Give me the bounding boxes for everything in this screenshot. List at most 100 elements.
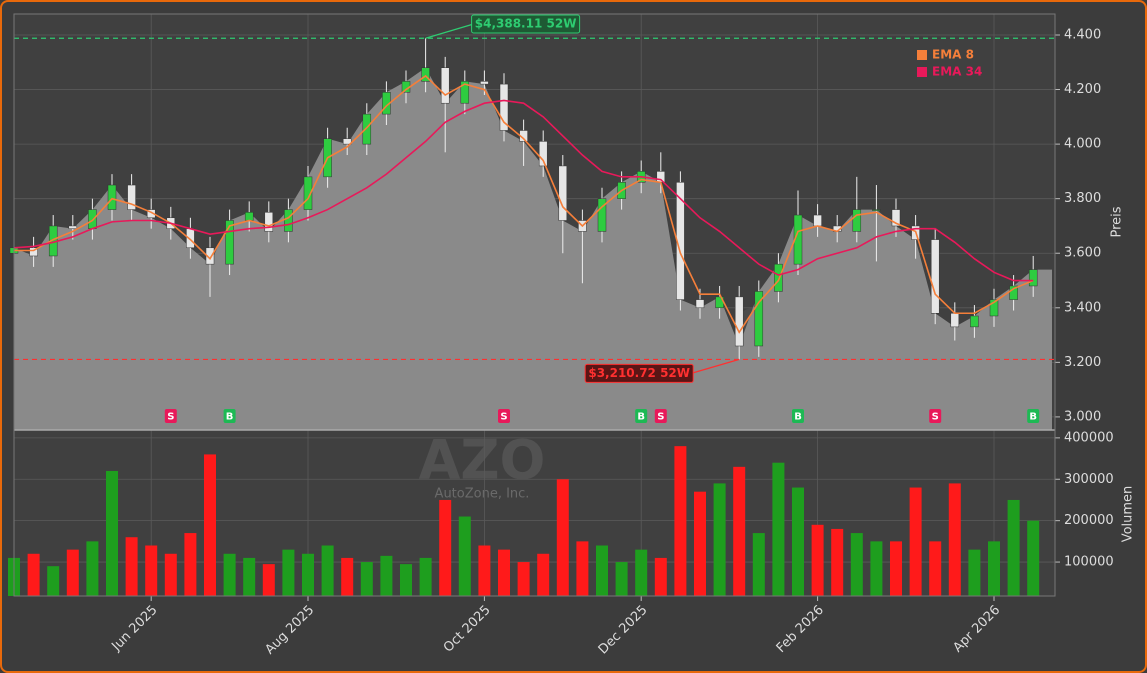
y-tick-label: 3.200 (1064, 355, 1101, 370)
candle-body (558, 165, 568, 221)
candle-body (303, 176, 313, 210)
y-tick-label: 3.600 (1064, 246, 1101, 261)
volume-bar (400, 564, 412, 596)
signal-label: S (657, 412, 664, 423)
volume-bar (1027, 520, 1040, 596)
volume-bar (184, 533, 197, 596)
volume-bar (66, 549, 79, 596)
volume-bar (1007, 499, 1020, 596)
annotation-label: $3,210.72 52W (588, 366, 690, 380)
candle-body (597, 198, 607, 232)
x-tick-label: Aug 2025 (262, 603, 317, 658)
volume-bar (890, 541, 902, 596)
candle-body (205, 247, 215, 265)
volume-bar (654, 557, 667, 596)
candle-body (499, 83, 509, 131)
volume-bar (733, 466, 746, 596)
candle-body (264, 212, 274, 232)
annotation-box (584, 363, 694, 383)
volume-bar (86, 541, 99, 596)
candle-body (225, 220, 234, 265)
candle-body (1009, 285, 1018, 300)
volume-bar (615, 562, 628, 596)
volume-bar (321, 545, 334, 596)
candle-body (421, 67, 430, 82)
candle-body (460, 81, 470, 104)
volume-bar (458, 516, 471, 596)
signal-label: S (932, 412, 939, 423)
signal-label: S (167, 412, 174, 423)
volume-bar (478, 545, 491, 596)
volume-bar (929, 541, 942, 596)
candle-body (872, 209, 881, 211)
signal-box (635, 409, 648, 423)
volume-bar (909, 487, 922, 596)
candle-body (284, 209, 293, 232)
volume-bar (360, 562, 373, 596)
volume-bar (282, 549, 295, 596)
y-tick-label: 3.000 (1064, 409, 1101, 424)
volume-bar (517, 562, 530, 596)
volume-bar (243, 557, 256, 596)
plot-border (13, 13, 1056, 597)
chart-subtitle: AutoZone, Inc. (435, 487, 530, 502)
annotation-arrow (691, 358, 740, 375)
candle-body (127, 184, 136, 210)
volume-bar (556, 479, 569, 596)
signal-box (929, 409, 942, 423)
signal-box (792, 409, 804, 423)
y-tick-label: 4.200 (1064, 82, 1101, 97)
volume-bar (223, 553, 236, 596)
x-tick-label: Feb 2026 (774, 603, 827, 656)
candle-body (29, 247, 38, 257)
ema-line (13, 99, 1034, 282)
candle-body (538, 141, 548, 167)
signal-label: B (226, 412, 234, 423)
y-axis-label: Preis (1110, 206, 1125, 237)
volume-tick-label: 200000 (1064, 513, 1114, 528)
candle-body (88, 209, 97, 229)
candle-body (930, 239, 940, 314)
signal-box (654, 409, 667, 423)
x-tick-label: Oct 2025 (441, 603, 494, 656)
candle-body (852, 209, 862, 232)
volume-bar (27, 553, 40, 596)
candle-body (774, 263, 783, 292)
legend-swatch (917, 50, 927, 60)
volume-bar (498, 549, 510, 596)
candle-body (342, 138, 352, 145)
volume-bar (752, 533, 765, 596)
volume-bar (596, 545, 608, 596)
signal-label: S (500, 412, 507, 423)
volume-bar (870, 541, 883, 596)
volume-bar (106, 470, 118, 596)
price-area (14, 67, 1052, 430)
volume-bar (831, 528, 844, 596)
candle-body (950, 312, 960, 328)
volume-bar (341, 557, 354, 596)
volume-bar (811, 524, 824, 596)
y-tick-label: 4.000 (1064, 137, 1101, 152)
candle-body (695, 299, 705, 309)
candle-body (244, 212, 254, 221)
volume-bar (204, 454, 216, 596)
volume-bar (850, 533, 863, 596)
volume-bar (439, 499, 452, 596)
annotation-arrow (425, 23, 474, 39)
signal-box (164, 409, 177, 423)
volume-tick-label: 400000 (1064, 430, 1114, 445)
legend-label: EMA 34 (932, 65, 982, 79)
volume-bar (419, 557, 432, 596)
candle-body (1028, 269, 1038, 287)
volume-bar (164, 553, 177, 596)
volume-bar (380, 555, 393, 596)
volume-bar (537, 553, 550, 596)
candle-body (480, 81, 489, 85)
volume-bar (948, 483, 961, 596)
y-tick-label: 4.400 (1064, 28, 1101, 43)
signal-box (223, 409, 236, 423)
candle-body (440, 67, 450, 104)
legend-swatch (917, 67, 927, 77)
